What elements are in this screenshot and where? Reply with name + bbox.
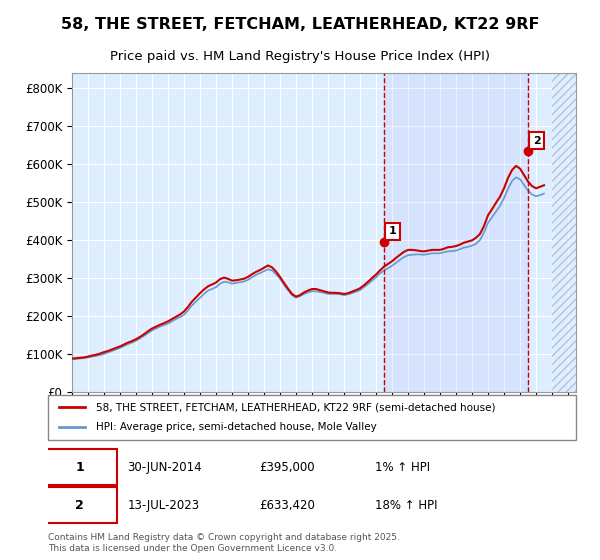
FancyBboxPatch shape (43, 487, 116, 523)
Text: 1% ↑ HPI: 1% ↑ HPI (376, 461, 430, 474)
Text: 58, THE STREET, FETCHAM, LEATHERHEAD, KT22 9RF: 58, THE STREET, FETCHAM, LEATHERHEAD, KT… (61, 17, 539, 32)
Text: 2: 2 (533, 136, 541, 146)
FancyBboxPatch shape (48, 395, 576, 440)
Text: Price paid vs. HM Land Registry's House Price Index (HPI): Price paid vs. HM Land Registry's House … (110, 50, 490, 63)
Text: 1: 1 (76, 461, 84, 474)
Text: Contains HM Land Registry data © Crown copyright and database right 2025.
This d: Contains HM Land Registry data © Crown c… (48, 533, 400, 553)
Text: £395,000: £395,000 (259, 461, 315, 474)
Bar (384, 73, 528, 392)
Text: 13-JUL-2023: 13-JUL-2023 (127, 499, 199, 512)
Text: 2: 2 (76, 499, 84, 512)
Text: 18% ↑ HPI: 18% ↑ HPI (376, 499, 438, 512)
Text: 1: 1 (389, 226, 397, 236)
Text: HPI: Average price, semi-detached house, Mole Valley: HPI: Average price, semi-detached house,… (95, 422, 376, 432)
Text: £633,420: £633,420 (259, 499, 315, 512)
Bar (552, 73, 576, 392)
Text: 30-JUN-2014: 30-JUN-2014 (127, 461, 202, 474)
Text: 58, THE STREET, FETCHAM, LEATHERHEAD, KT22 9RF (semi-detached house): 58, THE STREET, FETCHAM, LEATHERHEAD, KT… (95, 402, 495, 412)
FancyBboxPatch shape (43, 449, 116, 485)
